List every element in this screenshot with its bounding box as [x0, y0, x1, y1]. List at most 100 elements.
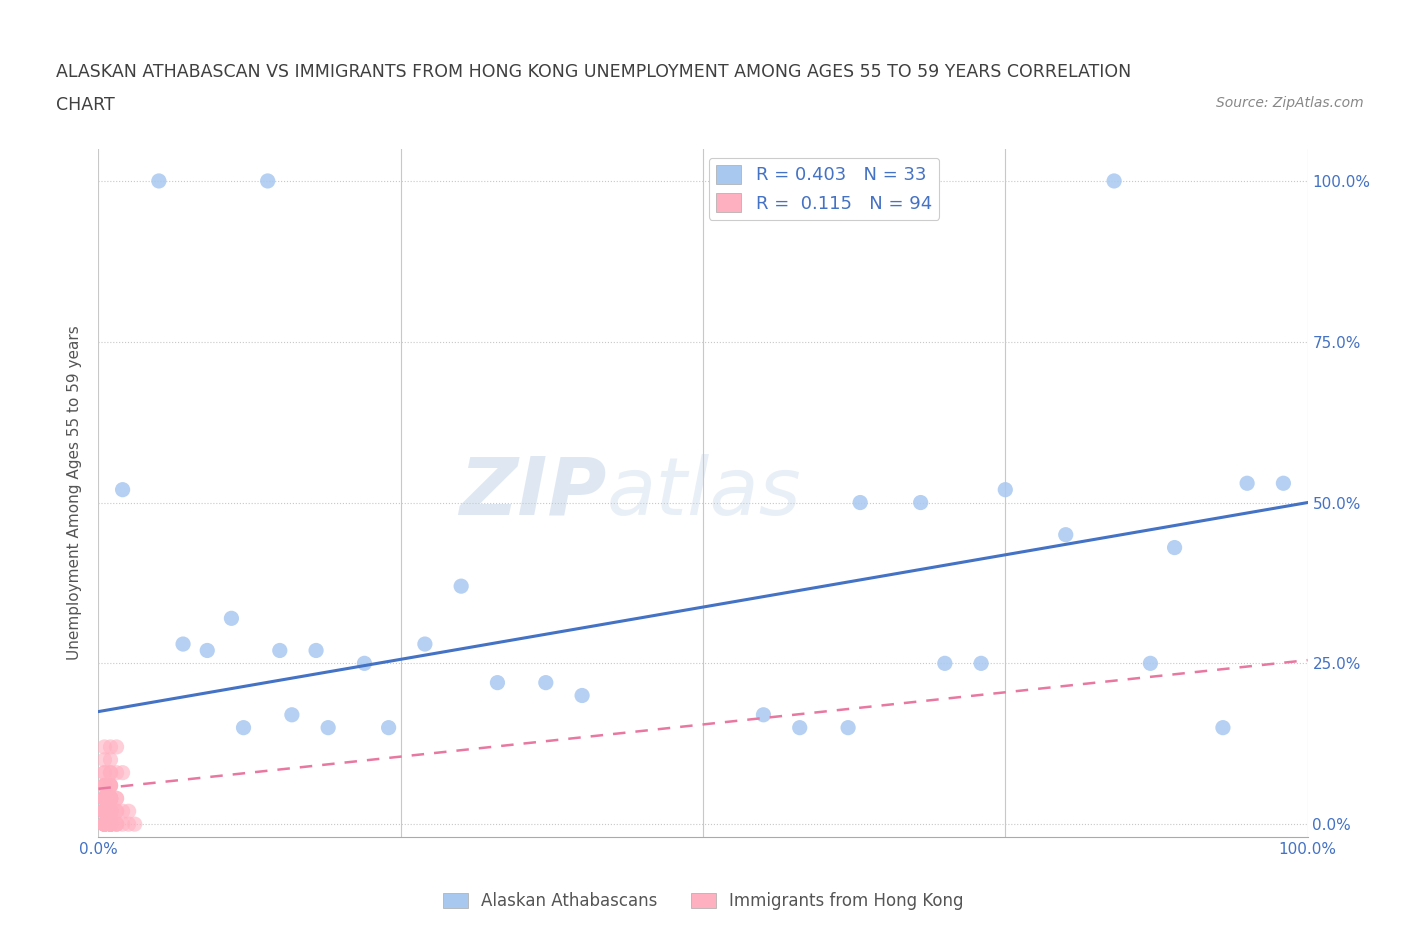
Point [93, 804, 115, 818]
Point [100, 804, 122, 818]
Point [100, 817, 122, 831]
Point [910, 495, 932, 510]
Point [111, 817, 134, 831]
Point [1163, 540, 1185, 555]
Point [93, 804, 115, 818]
Point [93, 804, 115, 818]
Point [934, 656, 956, 671]
Point [105, 817, 128, 831]
Point [100, 817, 122, 831]
Point [93, 804, 115, 818]
Point [100, 804, 122, 818]
Point [221, 611, 243, 626]
Point [100, 791, 122, 806]
Point [93, 817, 115, 831]
Point [93, 817, 115, 831]
Point [105, 817, 128, 831]
Point [93, 791, 115, 806]
Point [93, 791, 115, 806]
Point [111, 765, 134, 780]
Point [105, 791, 128, 806]
Point [93, 778, 115, 793]
Point [93, 791, 115, 806]
Point [93, 765, 115, 780]
Point [100, 804, 122, 818]
Point [1139, 656, 1161, 671]
Point [93, 765, 115, 780]
Point [111, 804, 134, 818]
Point [100, 804, 122, 818]
Point [849, 495, 872, 510]
Point [970, 656, 993, 671]
Point [837, 720, 859, 735]
Point [93, 752, 115, 767]
Point [534, 675, 557, 690]
Point [93, 817, 115, 831]
Point [93, 804, 115, 818]
Point [100, 804, 122, 818]
Point [994, 483, 1017, 498]
Point [111, 483, 134, 498]
Point [353, 656, 375, 671]
Point [100, 791, 122, 806]
Point [93, 778, 115, 793]
Point [100, 778, 122, 793]
Point [105, 804, 128, 818]
Point [93, 739, 115, 754]
Point [93, 804, 115, 818]
Point [118, 817, 141, 831]
Point [100, 765, 122, 780]
Point [93, 817, 115, 831]
Y-axis label: Unemployment Among Ages 55 to 59 years: Unemployment Among Ages 55 to 59 years [67, 326, 83, 660]
Point [124, 817, 146, 831]
Point [413, 637, 436, 652]
Point [100, 817, 122, 831]
Point [100, 778, 122, 793]
Point [316, 720, 339, 735]
Point [93, 791, 115, 806]
Point [100, 778, 122, 793]
Point [100, 804, 122, 818]
Point [93, 804, 115, 818]
Point [100, 804, 122, 818]
Point [100, 817, 122, 831]
Point [93, 804, 115, 818]
Point [100, 791, 122, 806]
Point [100, 817, 122, 831]
Point [571, 688, 593, 703]
Point [450, 578, 472, 593]
Point [100, 752, 122, 767]
Text: CHART: CHART [56, 96, 115, 113]
Point [100, 804, 122, 818]
Point [486, 675, 509, 690]
Point [100, 817, 122, 831]
Point [305, 643, 328, 658]
Legend: R = 0.403   N = 33, R =  0.115   N = 94: R = 0.403 N = 33, R = 0.115 N = 94 [709, 158, 939, 220]
Point [100, 804, 122, 818]
Point [100, 791, 122, 806]
Point [100, 791, 122, 806]
Point [93, 804, 115, 818]
Point [93, 778, 115, 793]
Point [93, 804, 115, 818]
Point [93, 791, 115, 806]
Text: ALASKAN ATHABASCAN VS IMMIGRANTS FROM HONG KONG UNEMPLOYMENT AMONG AGES 55 TO 59: ALASKAN ATHABASCAN VS IMMIGRANTS FROM HO… [56, 63, 1132, 81]
Point [105, 765, 128, 780]
Point [93, 804, 115, 818]
Point [105, 804, 128, 818]
Point [118, 804, 141, 818]
Point [93, 791, 115, 806]
Point [281, 708, 304, 723]
Point [100, 791, 122, 806]
Point [172, 637, 194, 652]
Point [195, 643, 218, 658]
Point [100, 791, 122, 806]
Text: Source: ZipAtlas.com: Source: ZipAtlas.com [1216, 96, 1364, 110]
Point [93, 804, 115, 818]
Point [269, 643, 291, 658]
Text: ZIP: ZIP [458, 454, 606, 532]
Point [1102, 174, 1125, 189]
Point [1272, 476, 1295, 491]
Point [100, 817, 122, 831]
Point [105, 791, 128, 806]
